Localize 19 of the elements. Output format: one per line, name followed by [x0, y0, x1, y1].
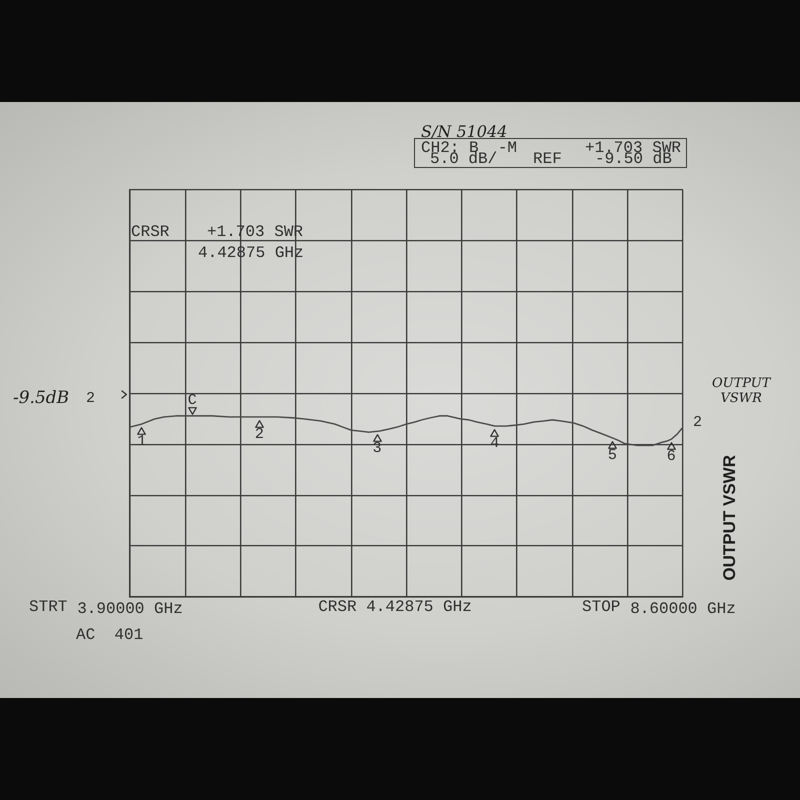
y-axis-title: OUTPUT VSWR: [720, 455, 739, 581]
annotation: 6: [666, 448, 676, 466]
annotation: 2: [254, 426, 264, 443]
text: OUTPUT VSWR: [712, 376, 770, 406]
text: STRT: [29, 598, 68, 616]
text: -9.5dB: [13, 388, 70, 408]
text: CRSR 4.42875 GHz: [318, 598, 472, 616]
text: CRSR: [131, 223, 170, 241]
x-tick-label: 8.60000 GHz: [630, 600, 736, 618]
text: 2: [86, 390, 96, 407]
text: AC 401: [76, 626, 144, 644]
annotation: 2: [693, 414, 702, 432]
annotation: C: [188, 392, 197, 409]
text: STOP: [582, 598, 620, 616]
annotation: 5: [608, 447, 617, 464]
x-tick-label: 3.90000 GHz: [77, 600, 183, 618]
annotation: 3: [372, 440, 382, 458]
text: S/N 51044: [421, 122, 508, 141]
text: REF: [533, 150, 562, 168]
